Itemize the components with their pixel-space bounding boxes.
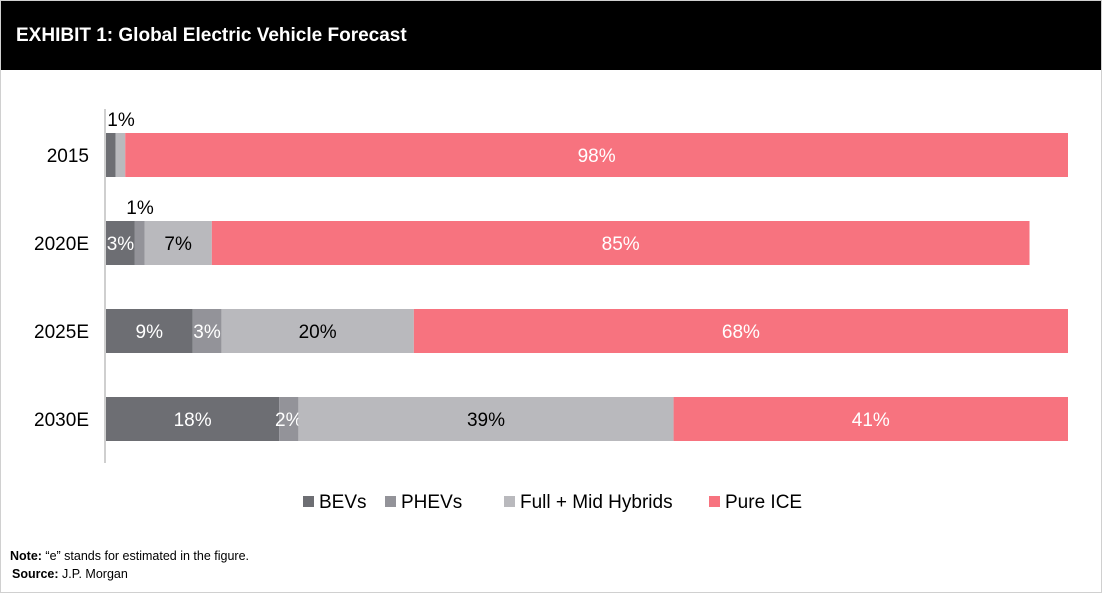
bar-bevs-2025e xyxy=(106,309,193,353)
legend-label-bevs: BEVs xyxy=(319,492,367,513)
source-line: Source: J.P. Morgan xyxy=(12,567,128,581)
data-label-bevs-2020e: 3% xyxy=(107,234,135,255)
annotation-label-2020e: 1% xyxy=(126,198,154,219)
data-label-pure-ice-2020e: 85% xyxy=(602,234,640,255)
exhibit-header: EXHIBIT 1: Global Electric Vehicle Forec… xyxy=(1,1,1101,70)
data-label-full-mid-hybrids-2030e: 39% xyxy=(467,410,505,431)
bar-bevs-2015 xyxy=(106,133,116,177)
note-label: Note: xyxy=(10,549,42,563)
legend-swatch-pure-ice xyxy=(709,496,720,507)
category-label-2025e: 2025E xyxy=(34,322,89,343)
legend-swatch-phevs xyxy=(385,496,396,507)
bar-bevs-2030e xyxy=(106,397,280,441)
legend-label-full-mid-hybrids: Full + Mid Hybrids xyxy=(520,492,673,513)
data-label-pure-ice-2030e: 41% xyxy=(852,410,890,431)
data-label-pure-ice-2015: 98% xyxy=(578,146,616,167)
bar-full-mid-hybrids-2020e xyxy=(144,221,212,265)
category-label-2020e: 2020E xyxy=(34,234,89,255)
note-line: Note: “e” stands for estimated in the fi… xyxy=(10,549,249,563)
bar-pure-ice-2020e xyxy=(211,221,1030,265)
source-label: Source: xyxy=(12,567,59,581)
bar-phevs-2020e xyxy=(134,221,145,265)
data-label-full-mid-hybrids-2020e: 7% xyxy=(164,234,192,255)
bar-full-mid-hybrids-2025e xyxy=(221,309,414,353)
category-label-2030e: 2030E xyxy=(34,410,89,431)
data-label-bevs-2025e: 9% xyxy=(136,322,164,343)
bar-full-mid-hybrids-2030e xyxy=(298,397,674,441)
bar-pure-ice-2015 xyxy=(125,133,1069,177)
bar-phevs-2030e xyxy=(279,397,299,441)
data-label-bevs-2030e: 18% xyxy=(174,410,212,431)
bar-phevs-2025e xyxy=(192,309,222,353)
data-label-phevs-2025e: 3% xyxy=(193,322,221,343)
legend-swatch-full-mid-hybrids xyxy=(504,496,515,507)
legend-label-phevs: PHEVs xyxy=(401,492,462,513)
note-text: “e” stands for estimated in the figure. xyxy=(41,549,249,563)
exhibit-title: EXHIBIT 1: Global Electric Vehicle Forec… xyxy=(16,25,407,46)
legend-swatch-bevs xyxy=(303,496,314,507)
data-label-pure-ice-2025e: 68% xyxy=(722,322,760,343)
bar-full-mid-hybrids-2015 xyxy=(115,133,126,177)
stacked-bar-chart: 2015 98% 2020E 3% 7% 85% 2025E 9% 3% 20% 68% 2030E 1… xyxy=(34,109,1069,513)
annotation-label-2015: 1% xyxy=(107,110,135,131)
legend-label-pure-ice: Pure ICE xyxy=(725,492,802,513)
source-text: J.P. Morgan xyxy=(58,567,128,581)
bar-pure-ice-2030e xyxy=(673,397,1068,441)
bar-pure-ice-2025e xyxy=(413,309,1069,353)
bar-bevs-2020e xyxy=(106,221,135,265)
category-label-2015: 2015 xyxy=(47,146,89,167)
data-label-full-mid-hybrids-2025e: 20% xyxy=(299,322,337,343)
data-label-phevs-2030e: 2% xyxy=(275,410,303,431)
